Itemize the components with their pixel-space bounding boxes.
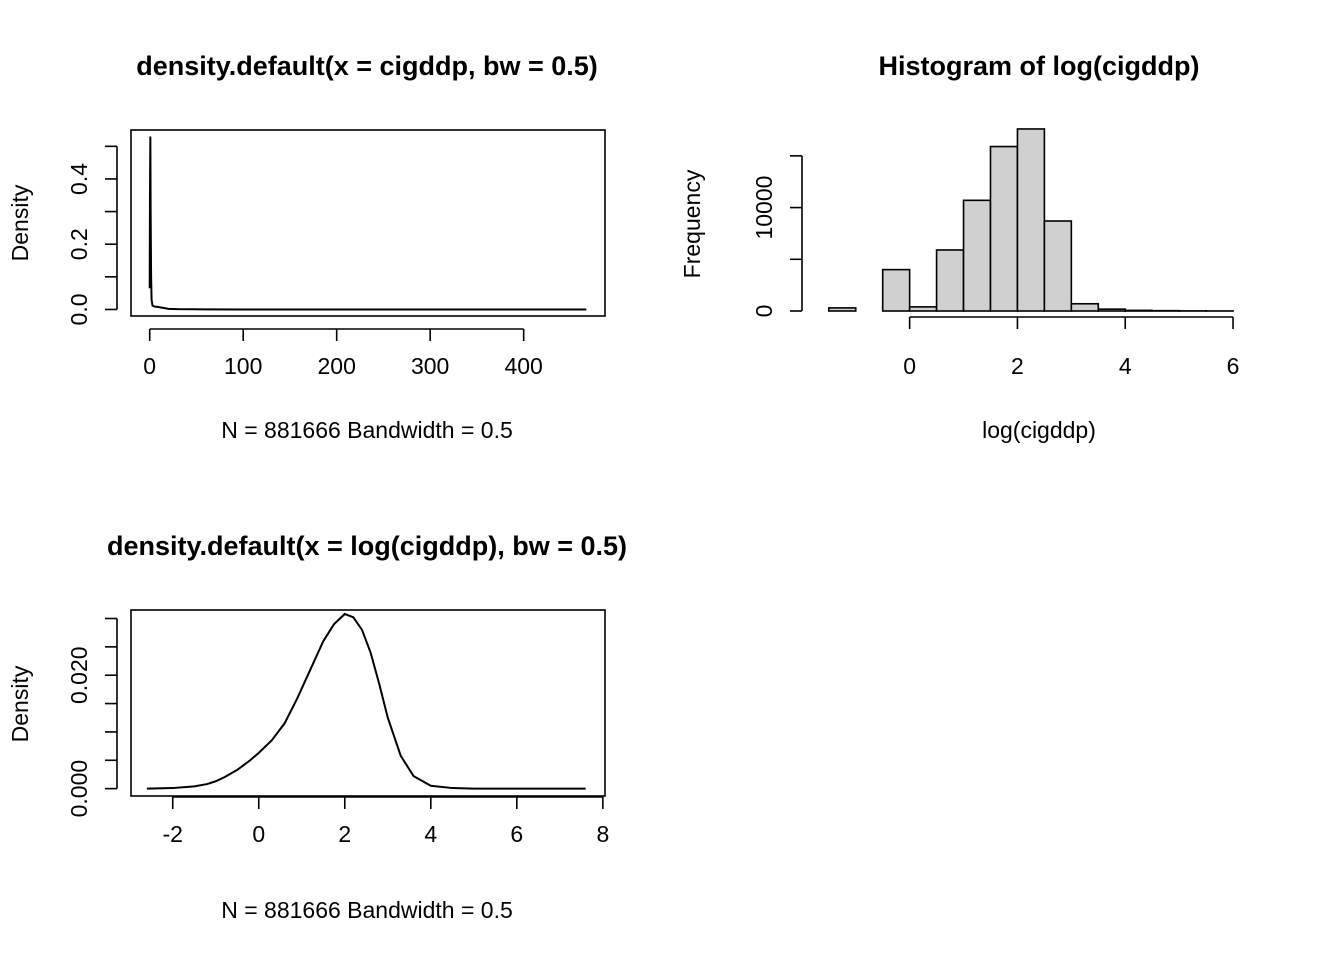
x-tick-label: 400 — [504, 353, 542, 379]
x-tick-label: -2 — [162, 821, 182, 847]
y-tick-label: 0.2 — [66, 228, 92, 260]
axes: 0 2 4 6 0 10000 — [751, 155, 1240, 379]
histogram-bar — [962, 199, 992, 312]
x-tick-label: 0 — [252, 821, 265, 847]
x-tick-label: 8 — [596, 821, 609, 847]
chart-title: density.default(x = cigddp, bw = 0.5) — [136, 51, 598, 81]
y-axis-label: Frequency — [679, 169, 705, 278]
x-tick-label: 200 — [317, 353, 355, 379]
histogram-bars — [827, 128, 1234, 312]
x-tick-label: 2 — [338, 821, 351, 847]
density-curve — [146, 612, 586, 790]
histogram-bar — [1124, 309, 1153, 312]
x-tick-label: 100 — [224, 353, 262, 379]
histogram-bar — [1070, 302, 1100, 312]
x-tick-label: 6 — [510, 821, 523, 847]
axes: -2 0 2 4 6 8 0.000 0.020 — [66, 617, 609, 847]
plot-frame — [130, 609, 606, 797]
y-tick-label: 0.020 — [66, 646, 92, 704]
chart-title: Histogram of log(cigddp) — [879, 51, 1200, 81]
axes: 0 100 200 300 400 0.0 0.2 0.4 — [66, 145, 543, 379]
y-axis-label: Density — [7, 184, 33, 261]
histogram-bar — [881, 268, 911, 312]
x-tick-label: 2 — [1011, 353, 1024, 379]
x-axis-label: N = 881666 Bandwidth = 0.5 — [221, 897, 513, 923]
x-tick-label: 4 — [424, 821, 437, 847]
x-tick-label: 300 — [411, 353, 449, 379]
x-tick-label: 4 — [1119, 353, 1132, 379]
panel-density-raw: density.default(x = cigddp, bw = 0.5) De… — [7, 51, 606, 443]
panel-histogram: Histogram of log(cigddp) Frequency log(c… — [679, 51, 1239, 443]
chart-title: density.default(x = log(cigddp), bw = 0.… — [107, 531, 627, 561]
histogram-bar — [908, 306, 938, 312]
histogram-bar — [935, 249, 965, 312]
y-tick-label: 0 — [751, 305, 777, 318]
panel-density-log: density.default(x = log(cigddp), bw = 0.… — [7, 531, 627, 923]
x-tick-label: 0 — [903, 353, 916, 379]
x-tick-label: 6 — [1227, 353, 1240, 379]
density-curve — [148, 136, 587, 311]
x-axis-label: N = 881666 Bandwidth = 0.5 — [221, 417, 513, 443]
x-axis-label: log(cigddp) — [982, 417, 1096, 443]
y-tick-label: 0.0 — [66, 293, 92, 325]
histogram-bar — [1043, 220, 1073, 312]
histogram-bar — [827, 307, 857, 312]
histogram-bar — [1097, 308, 1127, 312]
histogram-bar — [1016, 128, 1046, 312]
y-tick-label: 0.000 — [66, 760, 92, 818]
y-axis-label: Density — [7, 665, 33, 742]
y-tick-label: 0.4 — [66, 163, 92, 195]
y-tick-label: 10000 — [751, 176, 777, 240]
histogram-bar — [989, 145, 1019, 312]
plot-frame — [130, 129, 606, 317]
x-tick-label: 0 — [143, 353, 156, 379]
